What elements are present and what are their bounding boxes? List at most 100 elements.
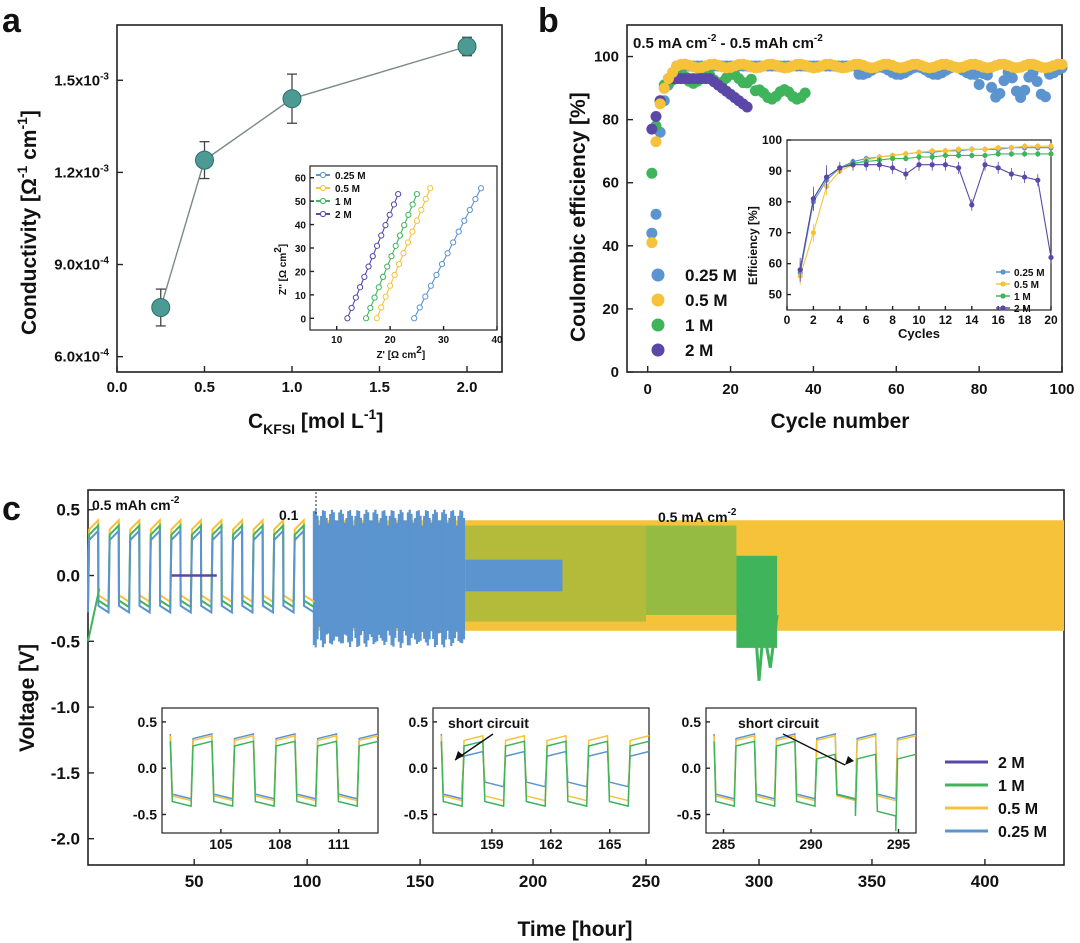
panel-c-ytick-label: -0.5 (51, 632, 80, 651)
panel-b-point (986, 81, 998, 93)
panel-b-inset-point (903, 171, 909, 177)
panel-c-inset-trace (713, 740, 917, 832)
panel-b-inset-point (956, 146, 962, 152)
panel-b-inset-point (1035, 143, 1041, 149)
panel-c-ytick-label: -1.5 (51, 764, 80, 783)
panel-c-inset-ytick-label: 0.0 (138, 760, 158, 776)
panel-b-inset-point (942, 152, 949, 159)
panel-c-inset-xtick-label: 111 (328, 836, 350, 852)
panel-a-inset-point (409, 201, 416, 208)
panel-b-xtick-label: 100 (1049, 381, 1074, 398)
panel-b-inset-xtick-label: 10 (912, 313, 926, 327)
panel-b-inset-series-line (799, 164, 1052, 270)
panel-c-inset-ytick-label: -0.5 (133, 806, 157, 822)
panel-a-inset-point (371, 294, 378, 301)
panel-b-inset-point (876, 162, 883, 168)
panel-a-inset-point (433, 271, 440, 279)
panel-c-inset-annotation: short circuit (738, 715, 819, 731)
panel-a-ytick-label: 1.5x10-3 (54, 71, 109, 89)
panel-c-inset-xtick-label: 159 (480, 836, 504, 852)
panel-b-inset-point (982, 146, 988, 152)
panel-a-inset-point (344, 315, 351, 322)
panel-c-1M-failure-trace (752, 614, 779, 681)
panel-c-inset-xtick-label: 295 (887, 836, 911, 852)
panel-a-inset-xtick-label: 30 (438, 335, 450, 346)
panel-c-ytick-label: -1.0 (51, 698, 80, 717)
panel-c-inset-ytick-label: -0.5 (677, 806, 701, 822)
panel-c-inset-ytick-label: -0.5 (404, 806, 428, 822)
panel-a-ytick-label: 1.2x10-3 (54, 163, 109, 181)
panel-b-inset-ytick-label: 90 (769, 164, 783, 178)
panel-b-inset-point (1008, 171, 1015, 177)
panel-b-inset-point (824, 174, 830, 180)
panel-a-inset-point (404, 239, 412, 246)
panel-b-ytick-label: 60 (602, 175, 619, 192)
panel-b-inset-point (1048, 254, 1054, 261)
panel-a-inset-xtick-label: 10 (331, 335, 343, 346)
panel-a-inset-xlabel: Z' [Ω cm2] (376, 345, 425, 361)
panel-b-inset-series-line (799, 145, 1051, 277)
panel-a-inset-point (418, 206, 425, 214)
panel-b-xtick-label: 40 (805, 381, 822, 398)
panel-b-xtick-label: 60 (888, 381, 905, 398)
panel-a-inset-point (379, 273, 387, 280)
panel-b-point (998, 75, 1010, 87)
panel-b-inset-xlabel: Cycles (898, 326, 940, 341)
panel-c-legend-label: 0.25 M (998, 824, 1047, 841)
panel-a-inset-ytick-label: 60 (295, 174, 307, 185)
panel-c-inset-arrow (782, 733, 846, 766)
panel-b-inset-xtick-label: 12 (939, 313, 953, 327)
panel-b-inset-point (929, 162, 935, 168)
panel-a-inset-point (395, 191, 402, 198)
panel-a-inset-point (378, 232, 385, 239)
panel-c-inset-xtick-label: 165 (598, 836, 622, 852)
panel-a-inset-legend-marker (319, 184, 327, 192)
panel-b-inset-point (1035, 177, 1041, 183)
panel-b-inset-legend-label: 2 M (1014, 304, 1031, 315)
panel-b-point (646, 167, 658, 179)
panel-a-point (457, 36, 477, 56)
panel-c-xtick-label: 200 (519, 872, 547, 891)
panel-c-1M-start (87, 588, 101, 642)
panel-a-inset-point (400, 250, 407, 257)
panel-c-ytick-label: 0.0 (56, 567, 80, 586)
panel-c-inset-trace (169, 740, 379, 808)
panel-b-title: 0.5 mA cm-2 - 0.5 mAh cm-2 (633, 33, 823, 52)
panel-a-inset-legend-marker (319, 197, 327, 205)
panel-a-inset-point (348, 304, 355, 312)
panel-a-chart: 0.0 0.5 1.0 1.5 2.0 6.0x10-4 9.0x10-4 1.2x10-3 1… (14, 24, 503, 437)
panel-c-xtick-label: 100 (293, 872, 321, 891)
panel-b-ytick-label: 80 (602, 112, 619, 129)
panel-b-point (646, 227, 658, 239)
panel-b-inset-point (995, 151, 1001, 157)
panel-a-inset-point (390, 201, 398, 208)
panel-b-inset-point (903, 151, 909, 157)
panel-b-inset-legend-label: 1 M (1014, 292, 1031, 303)
panel-b-legend-label: 2 M (685, 341, 713, 360)
panel-c-ytick-label: -2.0 (51, 830, 80, 849)
panel-c-inset-xtick-label: 108 (268, 836, 292, 852)
panel-a-inset-legend-label: 0.5 M (335, 184, 360, 195)
panel-a-inset-xtick-label: 20 (385, 335, 397, 346)
panel-b-frame (626, 24, 1063, 373)
panel-b-inset-legend-marker (1000, 281, 1006, 287)
panel-b-inset-point (863, 162, 869, 168)
panel-c-xtick-label: 300 (745, 872, 773, 891)
panel-a-inset-point (450, 239, 457, 246)
panel-a-xtick-label: 0.0 (107, 379, 128, 396)
panel-b-point (650, 208, 662, 220)
panel-b-inset-xtick-label: 4 (836, 313, 843, 327)
panel-b-legend-marker (651, 268, 665, 282)
panel-a-inset-point (356, 284, 364, 291)
panel-b-inset-xtick-label: 2 (810, 313, 817, 327)
panel-b-xlabel: Cycle number (771, 410, 910, 433)
panel-a-inset-point (382, 222, 389, 229)
panel-c-legend-label: 2 M (998, 755, 1025, 772)
panel-b-point (1039, 91, 1051, 103)
panel-b-inset-ytick-label: 80 (769, 195, 783, 209)
panel-a-inset-ytick-label: 0 (300, 314, 306, 325)
panel-c-inset-ytick-label: 0.5 (138, 714, 158, 730)
panel-a-xtick-label: 1.5 (369, 379, 390, 396)
panel-b-point (973, 78, 985, 90)
panel-b-inset-point (903, 155, 909, 162)
